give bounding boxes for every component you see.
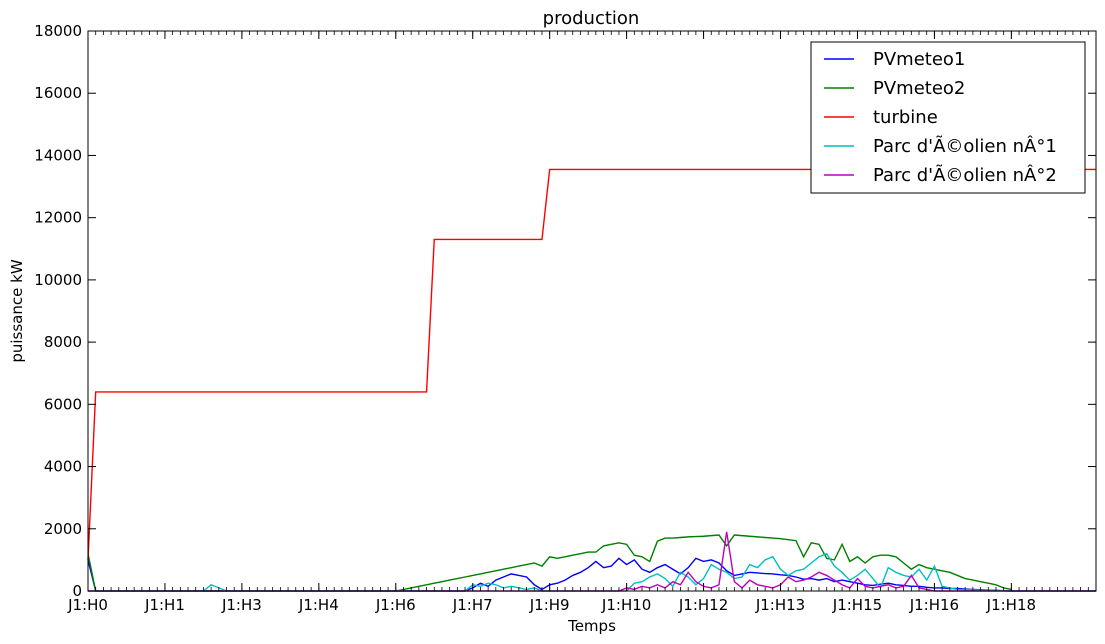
series-line-1 (87, 557, 1096, 592)
y-tick-label: 6000 (44, 395, 82, 413)
x-tick-label: J1:H18 (986, 596, 1036, 614)
y-tick-label: 16000 (34, 84, 82, 102)
series-layer (87, 168, 1096, 592)
y-axis-title: puissance kW (8, 259, 26, 362)
legend: PVmeteo1 PVmeteo2 turbine Parc d'Ã©olien nÂ… (810, 41, 1086, 194)
x-tick-label: J1:H12 (678, 596, 728, 614)
x-tick-label: J1:H9 (529, 596, 570, 614)
x-tick-label: J1:H15 (832, 596, 882, 614)
x-tick-label: J1:H10 (601, 596, 651, 614)
x-tick-label: J1:H6 (375, 596, 416, 614)
y-tick-label: 10000 (34, 271, 82, 289)
series-line-4 (88, 552, 1096, 592)
legend-label-5: Parc d'Ã©olien nÂ°2 (873, 164, 1057, 186)
chart-title: production (543, 8, 640, 29)
legend-frame (810, 41, 1086, 194)
y-tick-label: 8000 (44, 333, 82, 351)
x-tick-label: J1:H3 (221, 596, 262, 614)
legend-label-1: PVmeteo1 (873, 49, 965, 70)
legend-label-3: turbine (873, 107, 938, 128)
x-tick-label: J1:H7 (452, 596, 493, 614)
y-tick-label: 2000 (44, 520, 82, 538)
series-line-5 (88, 531, 1096, 592)
x-tick-label: J1:H1 (144, 596, 185, 614)
legend-label-2: PVmeteo2 (873, 78, 965, 99)
x-tick-label: J1:H0 (67, 596, 108, 614)
legend-label-4: Parc d'Ã©olien nÂ°1 (873, 135, 1057, 157)
series-line-2 (87, 534, 1012, 592)
y-tick-label: 4000 (44, 458, 82, 476)
series-line-3 (87, 168, 1096, 560)
x-tick-label: J1:H13 (755, 596, 805, 614)
y-tick-label: 0 (72, 582, 82, 600)
x-axis-title: Temps (567, 617, 616, 635)
ticks-layer: 0 2000 4000 6000 8000 10000 12000 14000 16000 180… (34, 22, 1097, 614)
x-tick-label: J1:H16 (909, 596, 959, 614)
y-tick-label: 14000 (34, 146, 82, 164)
plot-frame (87, 30, 1097, 592)
y-tick-label: 18000 (34, 22, 82, 40)
x-tick-label: J1:H4 (298, 596, 339, 614)
y-tick-label: 12000 (34, 209, 82, 227)
